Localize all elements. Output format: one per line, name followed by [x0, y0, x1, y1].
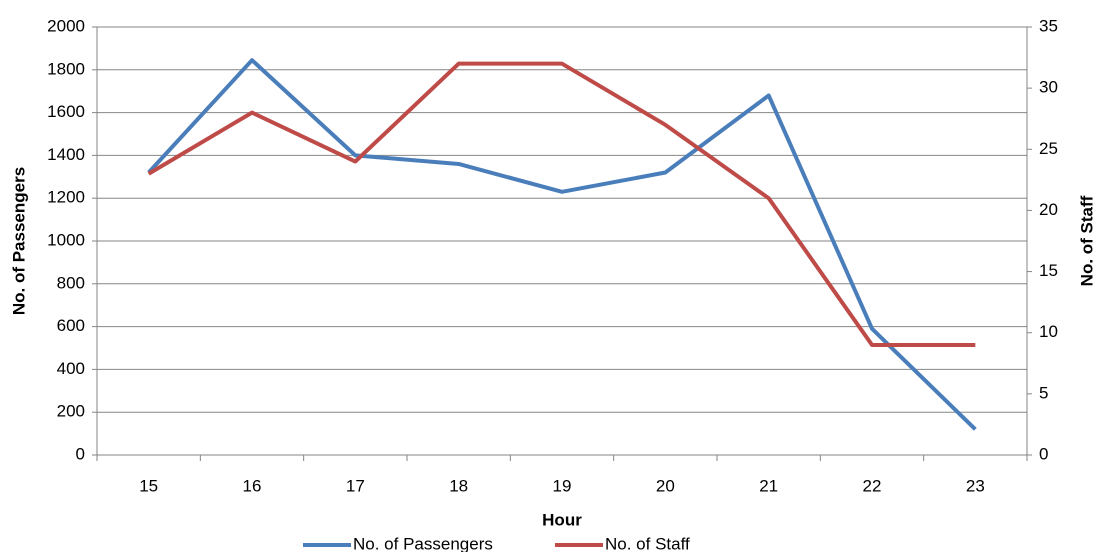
y-axis-title: No. of Passengers — [9, 167, 28, 315]
x-tick-label: 20 — [656, 476, 675, 495]
y2-tick-label: 0 — [1039, 444, 1048, 463]
y-tick-label: 1800 — [47, 59, 85, 78]
y2-tick-label: 35 — [1039, 16, 1058, 35]
legend-label: No. of Passengers — [353, 534, 493, 552]
y-tick-label: 1200 — [47, 188, 85, 207]
y2-tick-label: 10 — [1039, 322, 1058, 341]
y-tick-label: 2000 — [47, 16, 85, 35]
legend-label: No. of Staff — [605, 534, 690, 552]
y2-tick-label: 25 — [1039, 139, 1058, 158]
series-line — [147, 58, 977, 431]
x-axis-title: Hour — [542, 510, 582, 529]
y-tick-label: 1000 — [47, 230, 85, 249]
y-tick-label: 800 — [57, 273, 85, 292]
x-tick-label: 17 — [346, 476, 365, 495]
series-line — [147, 61, 976, 347]
x-tick-label: 15 — [139, 476, 158, 495]
y2-tick-label: 5 — [1039, 383, 1048, 402]
x-tick-label: 19 — [553, 476, 572, 495]
y2-tick-label: 20 — [1039, 200, 1058, 219]
y2-tick-label: 15 — [1039, 261, 1058, 280]
x-tick-label: 18 — [449, 476, 468, 495]
y-tick-label: 600 — [57, 316, 85, 335]
y-tick-label: 200 — [57, 402, 85, 421]
y-tick-label: 400 — [57, 359, 85, 378]
y2-axis-title: No. of Staff — [1077, 195, 1096, 286]
y2-tick-label: 30 — [1039, 78, 1058, 97]
y-tick-label: 0 — [76, 444, 85, 463]
x-tick-label: 21 — [759, 476, 778, 495]
y-tick-label: 1400 — [47, 145, 85, 164]
x-tick-label: 22 — [863, 476, 882, 495]
x-tick-label: 16 — [243, 476, 262, 495]
y-tick-label: 1600 — [47, 102, 85, 121]
x-tick-label: 23 — [966, 476, 985, 495]
